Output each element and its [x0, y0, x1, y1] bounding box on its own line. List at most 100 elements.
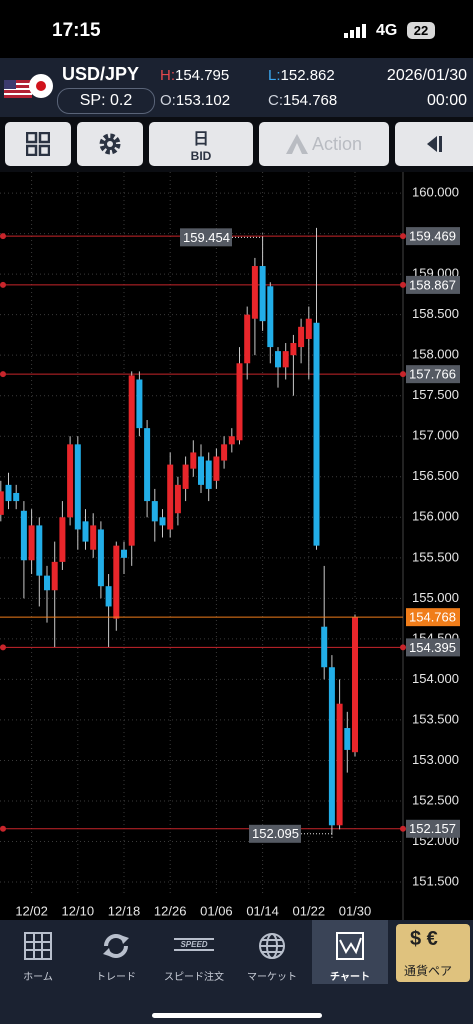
- collapse-button[interactable]: [395, 122, 473, 166]
- toolbar: 日 BID Action: [0, 117, 473, 172]
- layout-button[interactable]: [5, 122, 71, 166]
- candle-body: [221, 444, 228, 461]
- trade-icon: [103, 934, 129, 958]
- candle-body: [236, 363, 243, 441]
- candle-body: [336, 703, 343, 826]
- nav-label: スピード注文: [164, 972, 224, 983]
- action-icon: [285, 134, 308, 154]
- candle-body: [305, 318, 312, 339]
- y-tick-label: 157.000: [412, 428, 459, 443]
- x-tick-label: 12/10: [62, 903, 95, 918]
- level-handle: [0, 825, 6, 832]
- level-label: 152.157: [409, 821, 456, 836]
- candle-body: [174, 484, 181, 514]
- y-tick-label: 158.000: [412, 347, 459, 362]
- currency-pair[interactable]: USD/JPY: [62, 64, 140, 84]
- plot-background: [0, 172, 473, 920]
- candlestick-chart: 160.000159.500159.000158.500158.000157.5…: [0, 172, 473, 920]
- nav-label: チャート: [330, 972, 370, 983]
- candle-body: [28, 525, 35, 561]
- y-tick-label: 157.500: [412, 387, 459, 402]
- nav-label: 通貨ペア: [404, 964, 453, 978]
- candle-body: [36, 525, 43, 576]
- time: 00:00: [426, 92, 467, 109]
- candle-body: [344, 728, 351, 750]
- nav-label: トレード: [96, 972, 136, 983]
- home-indicator: [152, 1013, 322, 1018]
- y-tick-label: 156.000: [412, 509, 459, 524]
- candle-body: [13, 492, 20, 502]
- annotation-bg: [249, 824, 301, 843]
- candle-body: [321, 626, 328, 668]
- candle-body: [90, 525, 97, 550]
- y-tick-label: 154.000: [412, 671, 459, 686]
- settings-button[interactable]: [77, 122, 143, 166]
- level-handle: [400, 233, 406, 240]
- nav-home[interactable]: ホーム: [0, 920, 76, 984]
- candle-body: [74, 444, 81, 530]
- current-price-label-bg: [406, 608, 460, 627]
- candle-body: [159, 517, 166, 526]
- close-label: C:: [268, 92, 283, 109]
- period-button[interactable]: 日 BID: [149, 122, 253, 166]
- candle-body: [275, 351, 281, 368]
- nav-label: ホーム: [23, 972, 53, 983]
- network: 4G: [376, 22, 398, 39]
- level-label-bg: [406, 638, 460, 657]
- flag-icons: [4, 74, 53, 98]
- clock: 17:15: [52, 20, 101, 41]
- candle-body: [205, 460, 212, 489]
- level-label: 158.867: [409, 277, 456, 292]
- candle-body: [290, 343, 297, 356]
- y-tick-label: 156.500: [412, 468, 459, 483]
- candle-body: [105, 586, 112, 607]
- price-type: BID: [190, 149, 212, 163]
- level-handle: [400, 825, 406, 832]
- candle-body: [151, 501, 158, 522]
- annotation-bg: [180, 228, 232, 247]
- nav-chart[interactable]: チャート: [312, 920, 388, 984]
- low-label: L:: [268, 67, 281, 84]
- currency-pair-button[interactable]: $ € 通貨ペア: [396, 924, 470, 982]
- level-handle: [0, 644, 6, 651]
- candle-body: [113, 545, 120, 619]
- currency-icon: $ €: [410, 928, 438, 950]
- y-tick-label: 152.500: [412, 792, 459, 807]
- nav-market[interactable]: マーケット: [234, 920, 310, 984]
- candle-body: [259, 266, 266, 322]
- candle-body: [198, 456, 204, 485]
- y-tick-label: 151.500: [412, 873, 459, 888]
- open-value: 153.102: [175, 92, 231, 109]
- level-label: 157.766: [409, 367, 456, 382]
- level-handle: [400, 644, 406, 651]
- y-tick-label: 155.500: [412, 549, 459, 564]
- annotation-label: 152.095: [252, 826, 299, 841]
- nav-trade[interactable]: トレード: [78, 920, 154, 984]
- candle-body: [82, 521, 89, 542]
- level-label: 154.395: [409, 640, 456, 655]
- date: 2026/01/30: [386, 67, 467, 84]
- grid-icon: [26, 132, 50, 156]
- candle-body: [298, 326, 305, 348]
- level-handle: [0, 281, 6, 288]
- action-label: Action: [311, 133, 363, 154]
- candle-body: [190, 452, 197, 469]
- candle-body: [251, 266, 258, 319]
- globe-icon: [259, 933, 285, 959]
- high-label: H:: [160, 67, 175, 84]
- candle-body: [352, 617, 358, 753]
- candle-body: [328, 667, 335, 826]
- candle-body: [167, 464, 174, 530]
- nav-speed[interactable]: SPEED スピード注文: [156, 920, 232, 984]
- y-tick-label: 158.500: [412, 306, 459, 321]
- candle-body: [121, 549, 127, 558]
- signal-icon: [344, 24, 366, 38]
- action-button[interactable]: Action: [259, 122, 389, 166]
- candle-body: [51, 561, 58, 591]
- level-handle: [0, 371, 6, 378]
- x-tick-label: 01/22: [293, 903, 326, 918]
- level-label-bg: [406, 275, 460, 294]
- candle-body: [267, 286, 274, 348]
- close-value: 154.768: [283, 92, 338, 109]
